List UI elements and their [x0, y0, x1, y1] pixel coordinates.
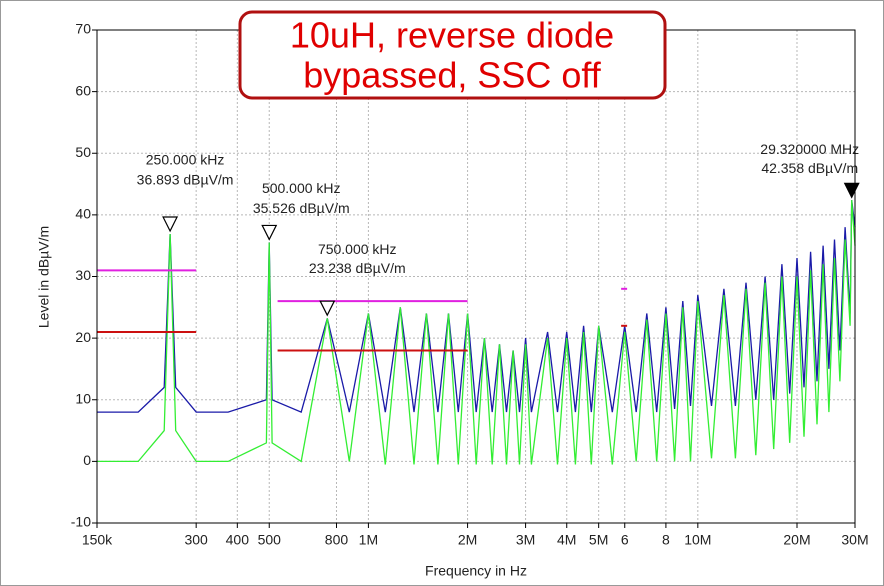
x-tick-label: 10M	[684, 532, 711, 548]
x-tick-label: 3M	[516, 532, 535, 548]
x-tick-label: 300	[184, 532, 208, 548]
marker-label: 42.358 dBµV/m	[761, 160, 858, 176]
marker	[319, 300, 336, 317]
x-axis-label: Frequency in Hz	[425, 563, 527, 579]
y-tick-label: -10	[71, 514, 91, 530]
x-tick-label: 1M	[359, 532, 378, 548]
x-tick-label: 30M	[841, 532, 868, 548]
title-box	[238, 10, 667, 100]
x-tick-label: 20M	[783, 532, 810, 548]
y-tick-label: 30	[75, 267, 91, 283]
marker-label: 35.526 dBµV/m	[253, 200, 350, 216]
x-tick-label: 2M	[458, 532, 477, 548]
y-tick-label: 50	[75, 144, 91, 160]
x-tick-label: 4M	[557, 532, 576, 548]
x-tick-label: 8	[662, 532, 670, 548]
y-tick-label: 40	[75, 206, 91, 222]
marker-label: 500.000 kHz	[262, 180, 341, 196]
chart-title: bypassed, SSC off	[303, 55, 602, 96]
y-tick-label: 0	[83, 452, 91, 468]
y-tick-label: 60	[75, 82, 91, 98]
marker	[162, 216, 179, 233]
marker-label: 29.320000 MHz	[760, 141, 859, 157]
x-tick-label: 800	[325, 532, 349, 548]
marker-label: 23.238 dBµV/m	[309, 260, 406, 276]
y-axis-label: Level in dBµV/m	[36, 226, 52, 328]
marker-label: 36.893 dBµV/m	[137, 172, 234, 188]
x-tick-label: 500	[258, 532, 282, 548]
x-tick-label: 400	[226, 532, 250, 548]
y-tick-label: 70	[75, 21, 91, 37]
y-tick-label: 20	[75, 329, 91, 345]
marker-label: 250.000 kHz	[146, 152, 225, 168]
chart-title: 10uH, reverse diode	[290, 15, 614, 56]
trace	[97, 200, 856, 465]
marker	[261, 224, 278, 241]
x-tick-label: 5M	[589, 532, 608, 548]
x-tick-label: 150k	[82, 532, 113, 548]
marker-label: 750.000 kHz	[318, 241, 397, 257]
y-tick-label: 10	[75, 390, 91, 406]
x-tick-label: 6	[621, 532, 629, 548]
plot-background	[97, 30, 855, 523]
